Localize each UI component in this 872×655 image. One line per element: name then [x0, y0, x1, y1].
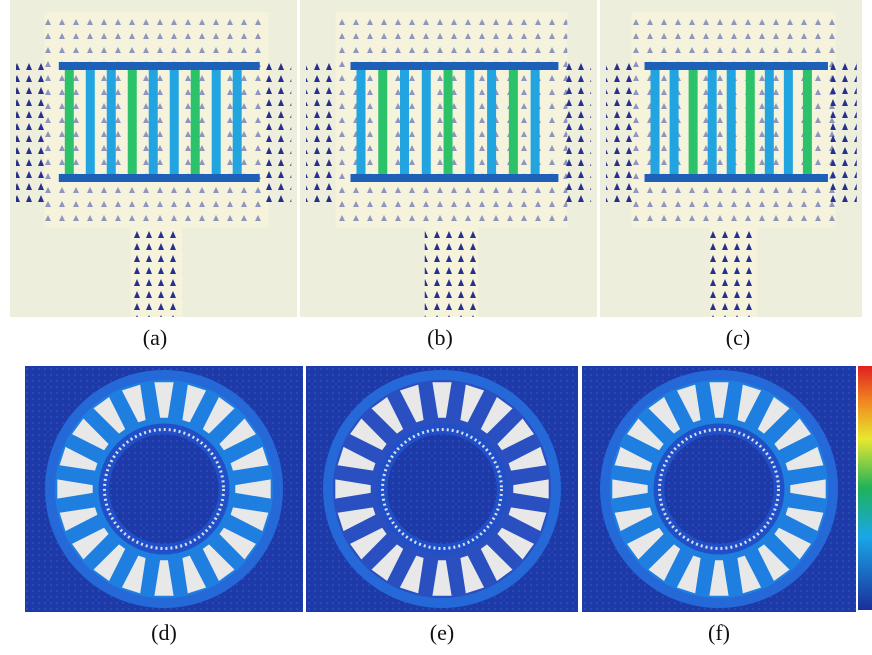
panel-caption: (d) — [151, 620, 177, 645]
slot-bar — [746, 70, 755, 174]
slot-bar — [356, 70, 365, 174]
figure: (a) (b) (c) (d) (e) (f) — [0, 0, 872, 655]
antenna-panel — [600, 0, 862, 317]
slot-bar — [487, 70, 496, 174]
antenna-panel — [10, 0, 297, 317]
side-arrows — [16, 62, 45, 204]
slot-bottom — [350, 174, 558, 182]
slot-bar — [400, 70, 409, 174]
slot-bottom — [59, 174, 260, 182]
slot-bar — [531, 70, 540, 174]
slot-top — [645, 62, 828, 70]
side-arrows — [263, 62, 292, 204]
slot-bar — [651, 70, 660, 174]
slot-bar — [86, 70, 95, 174]
slot-bar — [149, 70, 158, 174]
slot-bar — [191, 70, 200, 174]
feed-arrows — [131, 228, 183, 317]
ring-panel — [582, 366, 856, 612]
slot-bar — [378, 70, 387, 174]
panel-caption: (b) — [427, 325, 453, 350]
slot-bar — [803, 70, 812, 174]
panel-caption: (c) — [726, 325, 750, 350]
slot-bar — [233, 70, 242, 174]
slot-bar — [689, 70, 698, 174]
slot-bar — [444, 70, 453, 174]
slot-bar — [465, 70, 474, 174]
antenna-panel — [300, 0, 597, 317]
slot-bar — [107, 70, 116, 174]
slot-bar — [212, 70, 221, 174]
panel-caption: (f) — [708, 620, 730, 645]
side-arrows — [561, 62, 591, 204]
slot-bar — [170, 70, 179, 174]
panel-caption: (e) — [430, 620, 454, 645]
color-bar — [858, 366, 872, 610]
center-dots — [664, 434, 773, 543]
side-arrows — [306, 62, 336, 204]
slot-top — [59, 62, 260, 70]
slot-bar — [65, 70, 74, 174]
slot-bar — [422, 70, 431, 174]
ring-panel — [306, 366, 578, 612]
ring-panel — [25, 366, 303, 612]
side-arrows — [606, 62, 632, 204]
side-arrows — [831, 62, 857, 204]
slot-bottom — [645, 174, 828, 182]
feed-arrows — [425, 228, 478, 317]
panel-caption: (a) — [143, 325, 167, 350]
slot-bar — [784, 70, 793, 174]
center-dots — [109, 434, 218, 543]
slot-bar — [509, 70, 518, 174]
slot-bar — [670, 70, 679, 174]
slot-top — [350, 62, 558, 70]
slot-bar — [765, 70, 774, 174]
slot-bar — [128, 70, 137, 174]
slot-bar — [727, 70, 736, 174]
center-dots — [387, 434, 496, 543]
feed-arrows — [710, 228, 757, 317]
slot-bar — [708, 70, 717, 174]
